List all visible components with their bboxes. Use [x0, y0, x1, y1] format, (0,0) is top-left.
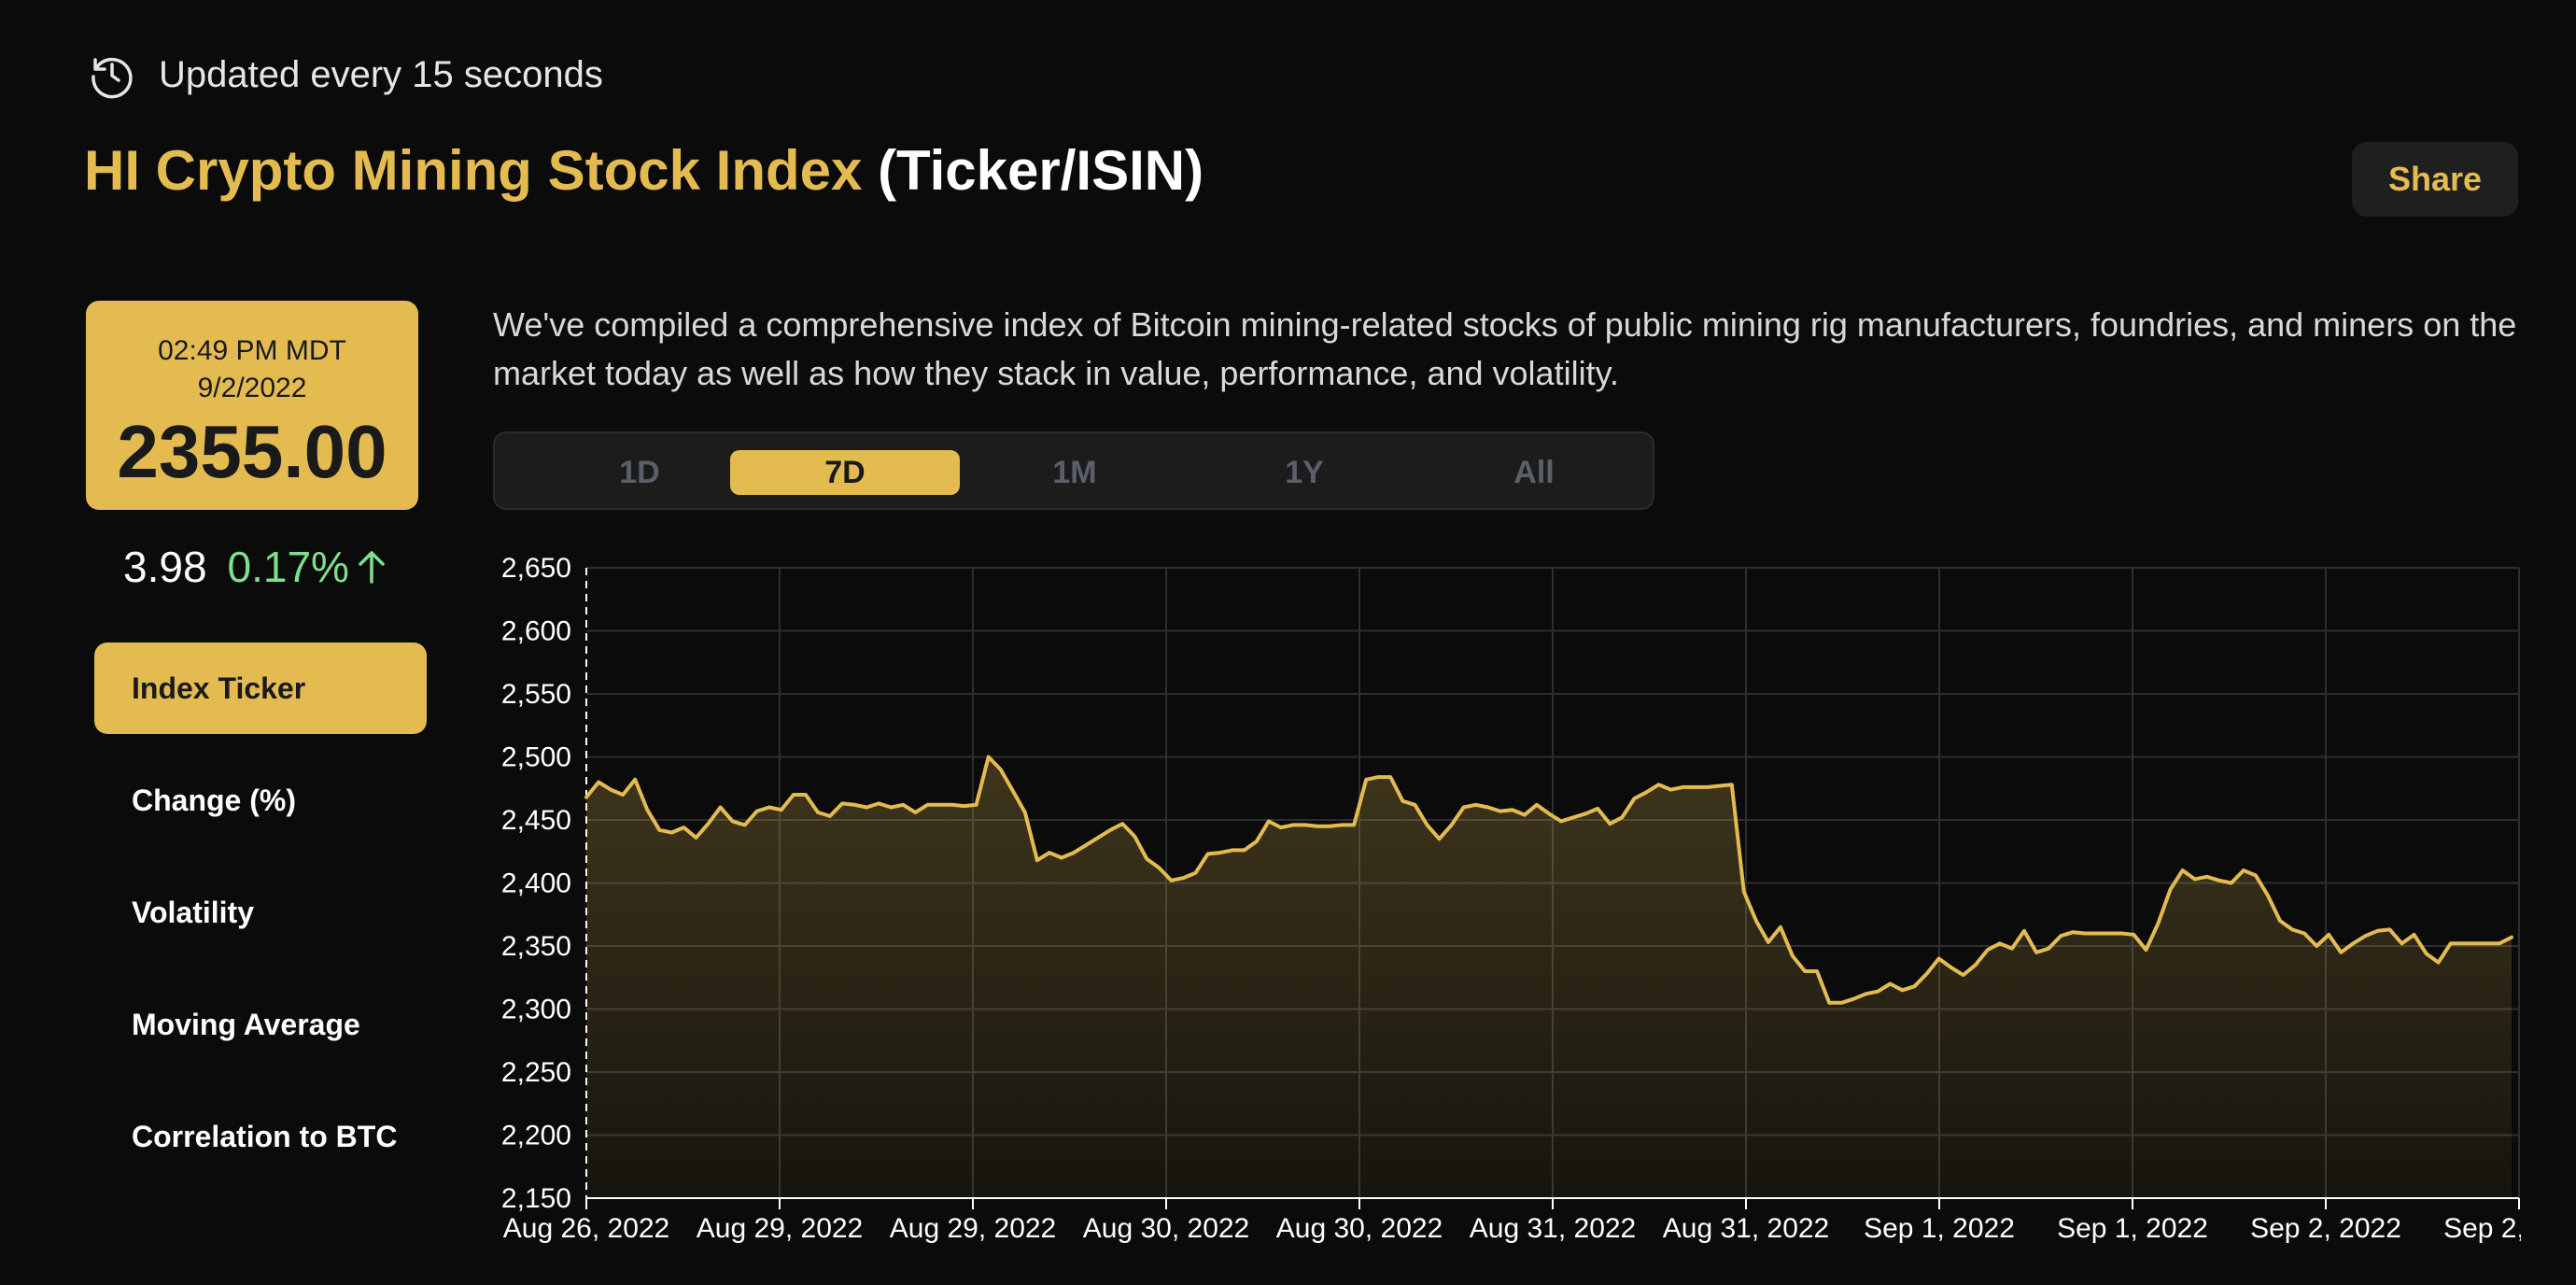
update-status: Updated every 15 seconds	[86, 49, 603, 101]
x-tick-label: Aug 31, 2022	[1470, 1213, 1637, 1244]
range-tabs: 1D 7D 1M 1Y All	[493, 431, 1654, 510]
page-title: HI Crypto Mining Stock Index (Ticker/ISI…	[84, 138, 1204, 203]
menu-item-moving-average[interactable]: Moving Average	[132, 1007, 360, 1041]
y-tick-label: 2,600	[501, 616, 571, 647]
share-button[interactable]: Share	[2352, 142, 2518, 217]
y-tick-label: 2,450	[501, 805, 571, 836]
y-tick-label: 2,500	[501, 742, 571, 773]
y-tick-label: 2,150	[501, 1183, 571, 1214]
x-tick-label: Aug 26, 2022	[503, 1213, 670, 1244]
tab-1y[interactable]: 1Y	[1285, 454, 1324, 490]
tab-1m[interactable]: 1M	[1052, 454, 1097, 490]
x-tick-label: Aug 30, 2022	[1083, 1213, 1250, 1244]
menu-item-index-ticker[interactable]: Index Ticker	[94, 642, 427, 734]
y-tick-label: 2,650	[501, 553, 571, 584]
series-line	[584, 755, 2513, 1005]
series-area	[586, 756, 2512, 1198]
y-tick-label: 2,250	[501, 1057, 571, 1088]
change-absolute: 3.98	[123, 543, 207, 591]
y-tick-label: 2,400	[501, 868, 571, 899]
menu-item-volatility[interactable]: Volatility	[132, 895, 254, 929]
y-tick-label: 2,200	[501, 1121, 571, 1151]
price-value: 2355.00	[117, 410, 387, 493]
price-time: 02:49 PM MDT	[158, 335, 346, 366]
x-tick-label: Aug 30, 2022	[1276, 1213, 1443, 1244]
arrow-up-icon	[359, 551, 385, 584]
menu-item-change[interactable]: Change (%)	[132, 783, 296, 817]
y-tick-label: 2,550	[501, 679, 571, 710]
x-tick-label: Sep 1, 2022	[1864, 1213, 2015, 1244]
x-tick-label: Aug 29, 2022	[890, 1213, 1057, 1244]
price-chart: 2,650 2,600 2,550 2,500 2,450 2,400 2,350 2,300…	[501, 553, 2521, 1244]
x-tick-label: Aug 31, 2022	[1663, 1213, 1830, 1244]
index-description: We've compiled a comprehensive index of …	[493, 305, 2517, 392]
x-tick-label: Aug 29, 2022	[697, 1213, 864, 1244]
x-tick-label: Sep 2, 2022	[2443, 1213, 2521, 1244]
tab-all[interactable]: All	[1513, 454, 1555, 490]
change-percent: 0.17%	[227, 543, 349, 591]
metric-menu: Index Ticker Change (%) Volatility Movin…	[94, 642, 427, 1203]
index-name: HI Crypto Mining Stock Index	[84, 139, 863, 202]
price-change: 3.98 0.17%	[123, 542, 388, 592]
x-tick-label: Sep 1, 2022	[2057, 1213, 2208, 1244]
ticker-isin-label: (Ticker/ISIN)	[878, 139, 1204, 202]
price-date: 9/2/2022	[197, 373, 307, 403]
y-tick-label: 2,300	[501, 995, 571, 1025]
tab-7d[interactable]: 7D	[730, 450, 960, 495]
price-card: 02:49 PM MDT 9/2/2022 2355.00	[86, 301, 418, 510]
refresh-clock-icon	[91, 57, 133, 99]
update-text: Updated every 15 seconds	[159, 53, 603, 95]
x-tick-label: Sep 2, 2022	[2250, 1213, 2401, 1244]
y-tick-label: 2,350	[501, 931, 571, 962]
tab-1d[interactable]: 1D	[619, 454, 660, 490]
menu-item-correlation-btc[interactable]: Correlation to BTC	[132, 1119, 398, 1153]
